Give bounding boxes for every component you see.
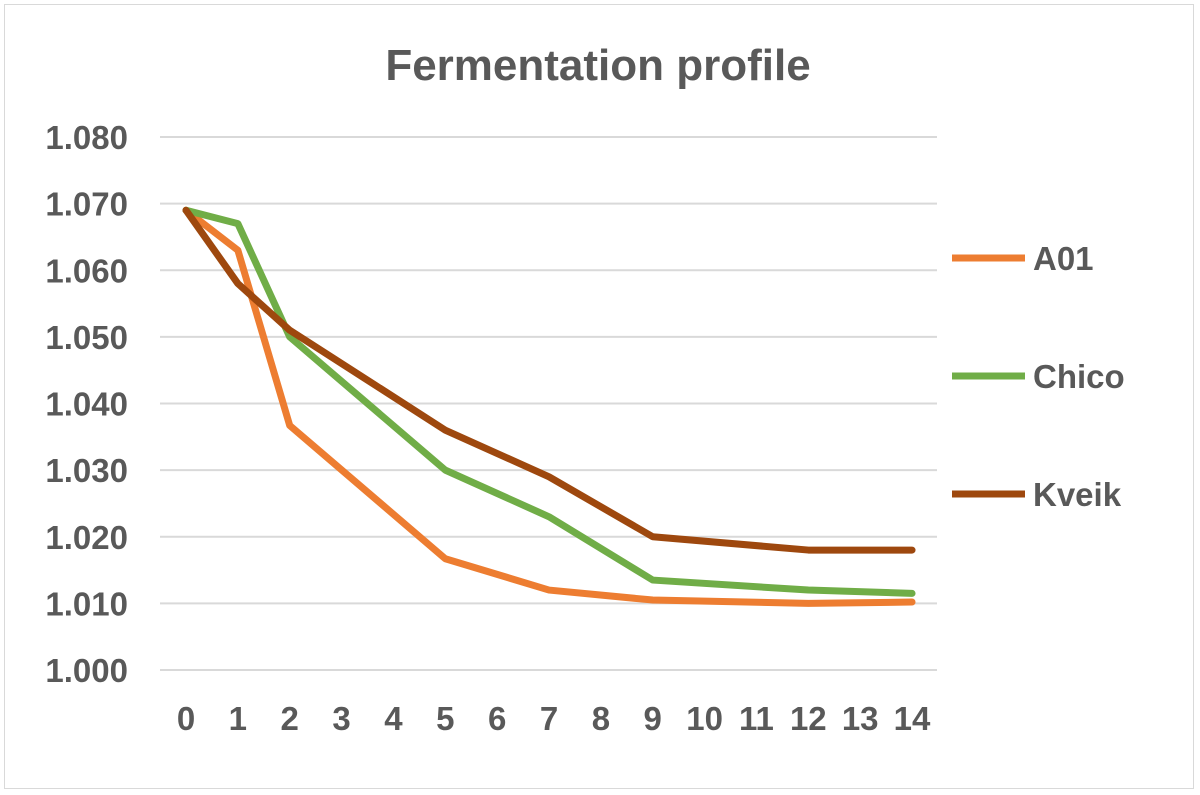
x-tick-label: 5 [436,700,454,737]
series-line-chico [182,206,916,597]
y-tick-label: 1.000 [45,652,128,689]
legend-label: Kveik [1033,476,1122,513]
series-line-kveik [182,206,916,554]
x-tick-label: 7 [540,700,558,737]
y-tick-label: 1.070 [45,186,128,223]
x-tick-label: 9 [644,700,662,737]
y-tick-label: 1.040 [45,386,128,423]
x-tick-label: 3 [332,700,350,737]
legend-label: A01 [1033,240,1094,277]
x-tick-label: 14 [894,700,931,737]
x-tick-label: 10 [686,700,723,737]
y-tick-label: 1.080 [45,119,128,156]
y-tick-label: 1.060 [45,252,128,289]
y-tick-label: 1.030 [45,452,128,489]
x-tick-label: 8 [592,700,610,737]
chart-area [4,4,1194,789]
series-line-a01 [182,206,916,607]
x-tick-label: 13 [842,700,879,737]
chart-title: Fermentation profile [385,41,810,90]
x-tick-label: 2 [281,700,299,737]
x-tick-label: 0 [177,700,195,737]
y-tick-label: 1.050 [45,319,128,356]
legend-label: Chico [1033,358,1125,395]
y-tick-label: 1.020 [45,519,128,556]
x-tick-label: 6 [488,700,506,737]
y-tick-label: 1.010 [45,585,128,622]
x-tick-label: 11 [739,700,774,737]
x-tick-label: 1 [229,700,247,737]
x-tick-label: 12 [790,700,827,737]
x-tick-label: 4 [384,700,403,737]
